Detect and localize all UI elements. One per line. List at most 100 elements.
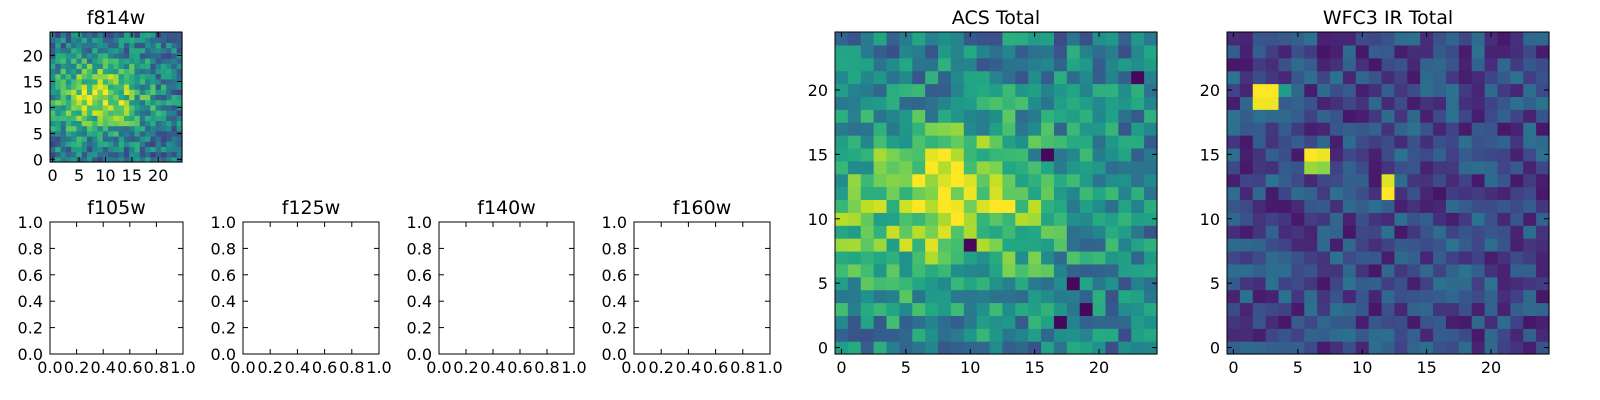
heatmap-cell-6-2-20: [1252, 83, 1267, 97]
heatmap-cell-5-9-24: [950, 32, 965, 46]
y-tick-label-6-4: 20: [1200, 81, 1220, 100]
heatmap-cell-5-4-23: [886, 44, 900, 59]
heatmap-cell-6-0-12: [1227, 186, 1241, 201]
heatmap-cell-5-4-16: [886, 135, 900, 149]
heatmap-cell-0-0-13: [50, 89, 56, 95]
heatmap-cell-0-6-0: [81, 156, 88, 163]
heatmap-cell-6-24-3: [1536, 302, 1550, 316]
heatmap-cell-5-14-16: [1015, 135, 1029, 149]
heatmap-cell-6-22-14: [1510, 160, 1524, 175]
heatmap-cell-6-11-21: [1368, 70, 1383, 85]
heatmap-cell-0-12-15: [113, 78, 120, 85]
heatmap-cell-0-14-19: [123, 58, 130, 64]
heatmap-cell-6-2-22: [1252, 57, 1267, 72]
heatmap-cell-0-4-9: [71, 110, 77, 116]
heatmap-cell-6-13-1: [1394, 328, 1408, 342]
heatmap-cell-5-20-10: [1092, 212, 1107, 226]
heatmap-cell-5-18-14: [1066, 160, 1081, 175]
heatmap-cell-6-18-22: [1458, 57, 1473, 72]
heatmap-cell-6-11-6: [1368, 263, 1383, 278]
heatmap-cell-5-20-6: [1092, 263, 1107, 278]
heatmap-cell-6-19-23: [1471, 44, 1486, 59]
heatmap-cell-5-9-19: [950, 96, 965, 110]
heatmap-cell-5-7-21: [925, 70, 939, 85]
heatmap-cell-6-0-20: [1227, 83, 1241, 97]
heatmap-cell-5-19-14: [1079, 160, 1094, 175]
heatmap-cell-5-15-9: [1028, 225, 1042, 239]
heatmap-cell-5-8-0: [938, 341, 952, 355]
heatmap-cell-6-10-1: [1355, 328, 1370, 342]
heatmap-cell-0-4-15: [71, 78, 77, 85]
heatmap-cell-0-21-17: [160, 68, 167, 75]
heatmap-cell-0-20-13: [155, 89, 162, 95]
heatmap-cell-6-19-11: [1471, 199, 1486, 213]
heatmap-cell-0-20-21: [155, 47, 162, 54]
heatmap-cell-5-11-22: [976, 57, 991, 72]
heatmap-cell-5-14-11: [1015, 199, 1029, 213]
heatmap-cell-5-7-10: [925, 212, 939, 226]
heatmap-cell-5-16-10: [1041, 212, 1055, 226]
heatmap-cell-0-2-10: [60, 104, 67, 111]
heatmap-cell-5-5-6: [899, 263, 913, 278]
heatmap-cell-0-24-7: [176, 120, 183, 127]
heatmap-cell-6-5-3: [1291, 302, 1305, 316]
heatmap-cell-5-24-21: [1144, 70, 1158, 85]
heatmap-cell-5-11-15: [976, 147, 991, 162]
heatmap-cell-0-24-21: [176, 47, 183, 54]
heatmap-cell-5-14-22: [1015, 57, 1029, 72]
heatmap-cell-0-11-3: [108, 141, 114, 147]
heatmap-cell-5-18-3: [1066, 302, 1081, 316]
heatmap-cell-6-23-5: [1523, 276, 1537, 291]
heatmap-cell-5-7-7: [925, 250, 939, 265]
heatmap-cell-0-7-7: [86, 120, 93, 127]
heatmap-cell-6-4-11: [1278, 199, 1292, 213]
x-tick-label-3-3: 0.6: [507, 358, 532, 377]
heatmap-cell-6-0-16: [1227, 135, 1241, 149]
heatmap-cell-6-9-0: [1342, 341, 1357, 355]
heatmap-cell-0-21-16: [160, 73, 167, 80]
heatmap-cell-0-1-12: [55, 94, 62, 101]
heatmap-cell-0-0-7: [50, 120, 56, 127]
heatmap-cell-6-18-2: [1458, 315, 1473, 329]
axes-frame-1: [49, 221, 184, 355]
heatmap-cell-0-11-16: [108, 73, 114, 80]
heatmap-cell-5-2-20: [860, 83, 875, 97]
heatmap-cell-0-6-16: [81, 73, 88, 80]
heatmap-cell-0-4-24: [71, 32, 77, 38]
heatmap-cell-6-12-14: [1381, 160, 1396, 175]
heatmap-cell-6-9-13: [1342, 173, 1357, 188]
heatmap-cell-6-6-8: [1304, 238, 1318, 252]
heatmap-cell-0-11-19: [108, 58, 114, 64]
heatmap-cell-5-23-8: [1131, 238, 1145, 252]
heatmap-cell-5-24-0: [1144, 341, 1158, 355]
heatmap-cell-5-23-15: [1131, 147, 1145, 162]
heatmap-cell-6-19-8: [1471, 238, 1486, 252]
heatmap-cell-6-13-13: [1394, 173, 1408, 188]
heatmap-cell-6-16-20: [1433, 83, 1447, 97]
heatmap-cell-5-14-9: [1015, 225, 1029, 239]
heatmap-cell-5-22-1: [1118, 328, 1132, 342]
heatmap-cell-6-21-7: [1497, 250, 1511, 265]
heatmap-cell-0-10-10: [102, 104, 109, 111]
heatmap-cell-6-0-7: [1227, 250, 1241, 265]
heatmap-cell-0-16-21: [134, 47, 141, 54]
heatmap-cell-0-5-23: [76, 37, 83, 43]
heatmap-cell-0-3-6: [65, 125, 72, 132]
heatmap-cell-5-9-3: [950, 302, 965, 316]
heatmap-cell-6-22-20: [1510, 83, 1524, 97]
heatmap-cell-0-24-2: [176, 146, 183, 153]
heatmap-cell-0-8-9: [92, 110, 99, 116]
heatmap-cell-6-9-4: [1342, 289, 1357, 304]
heatmap-cell-0-20-5: [155, 130, 162, 137]
heatmap-cell-5-17-2: [1053, 315, 1068, 329]
heatmap-cell-0-1-6: [55, 125, 62, 132]
y-tick-label-1-3: 0.6: [18, 266, 43, 285]
heatmap-cell-6-0-6: [1227, 263, 1241, 278]
heatmap-cell-5-17-3: [1053, 302, 1068, 316]
heatmap-cell-5-0-13: [835, 173, 849, 188]
heatmap-cell-0-19-14: [150, 84, 157, 90]
heatmap-cell-6-20-12: [1484, 186, 1499, 201]
heatmap-cell-0-18-4: [145, 136, 151, 142]
heatmap-cell-0-11-7: [108, 120, 114, 127]
heatmap-cell-0-19-7: [150, 120, 157, 127]
